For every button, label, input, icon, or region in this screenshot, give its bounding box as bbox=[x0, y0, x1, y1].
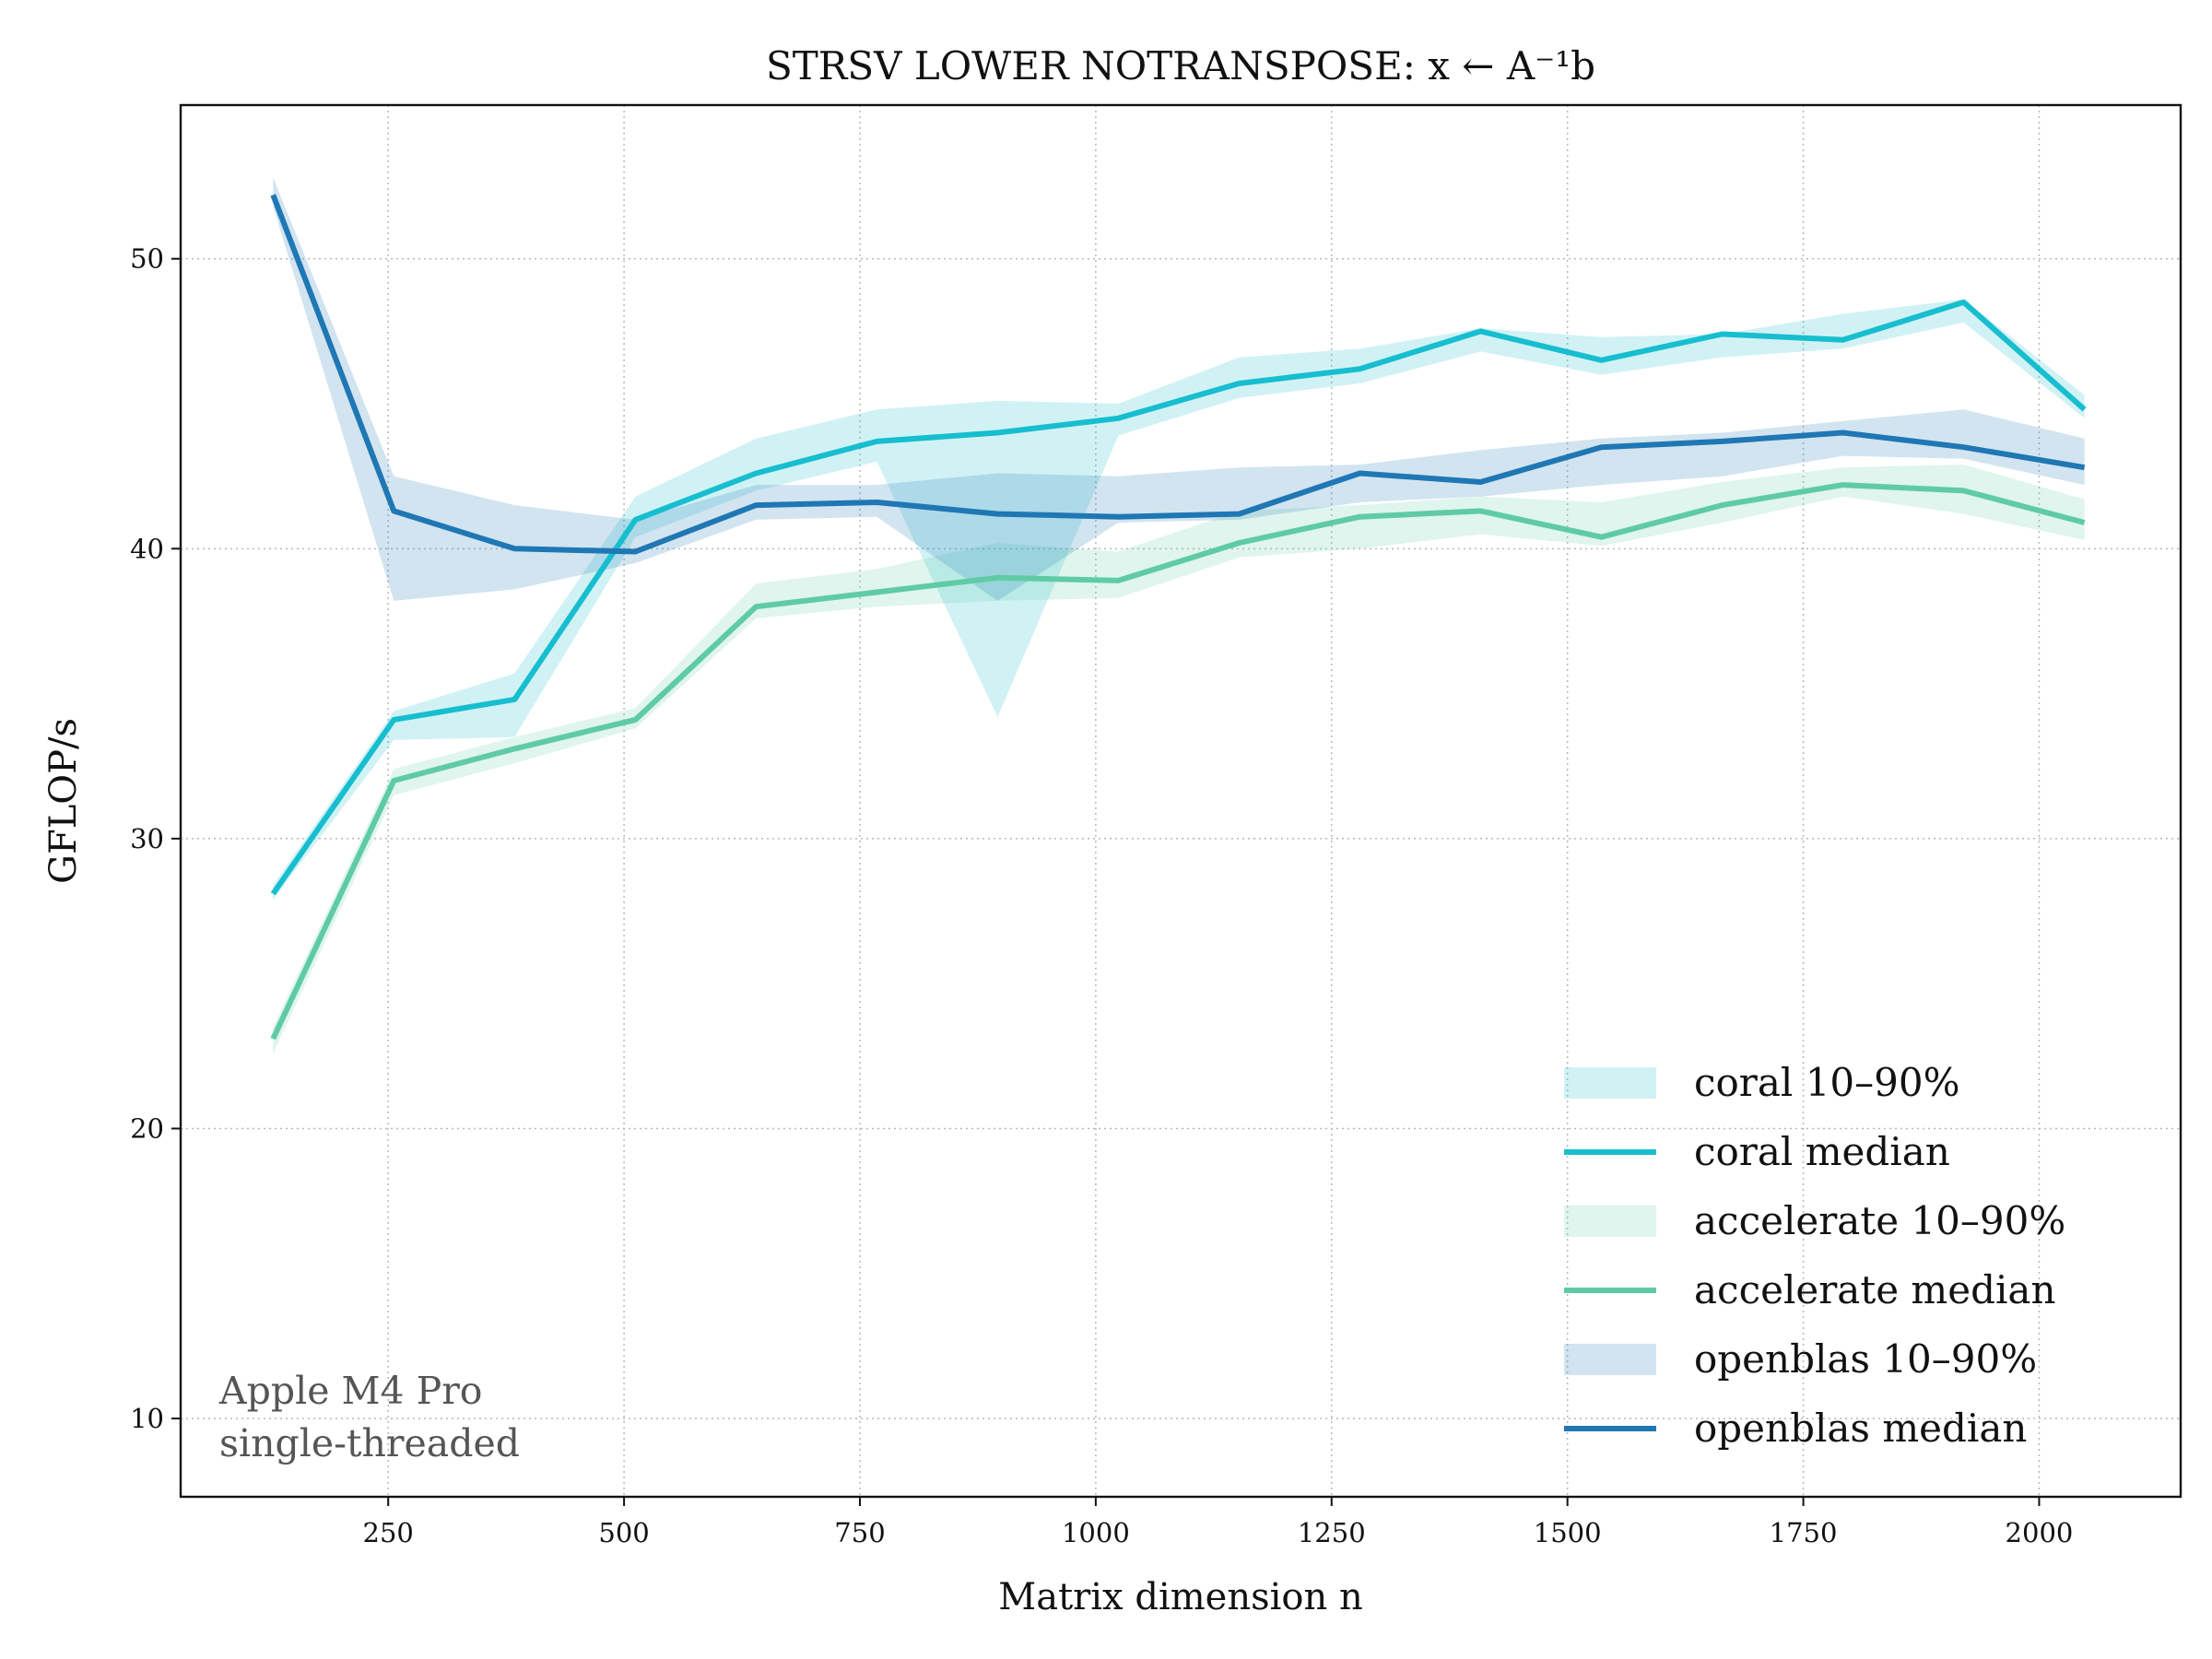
openblas-band-legend-label: openblas 10–90% bbox=[1694, 1336, 2037, 1382]
coral-median-legend-label: coral median bbox=[1694, 1129, 1950, 1174]
x-tick-label: 250 bbox=[363, 1517, 414, 1548]
annotation-chip: Apple M4 Pro bbox=[218, 1369, 482, 1413]
openblas-band bbox=[273, 177, 2085, 601]
percentile-bands bbox=[273, 177, 2085, 1053]
y-axis-ticks: 10 20 30 40 50 bbox=[130, 243, 181, 1434]
accelerate-band-legend-label: accelerate 10–90% bbox=[1694, 1198, 2065, 1243]
y-axis-label: GFLOP/s bbox=[42, 718, 85, 884]
y-tick-label: 40 bbox=[130, 533, 164, 564]
annotation-threading: single-threaded bbox=[219, 1421, 520, 1465]
y-tick-label: 20 bbox=[130, 1112, 164, 1144]
y-tick-label: 50 bbox=[130, 243, 164, 275]
openblas-band-swatch bbox=[1564, 1344, 1656, 1375]
accelerate-median-legend-label: accelerate median bbox=[1694, 1267, 2056, 1312]
x-tick-label: 750 bbox=[834, 1517, 885, 1548]
x-axis-ticks: 250 500 750 1000 1250 1500 1750 2000 bbox=[363, 1497, 2074, 1548]
legend: coral 10–90% coral median accelerate 10–90… bbox=[1564, 1060, 2065, 1451]
y-tick-label: 30 bbox=[130, 823, 164, 854]
y-tick-label: 10 bbox=[130, 1403, 164, 1434]
x-tick-label: 1000 bbox=[1062, 1517, 1130, 1548]
chart-title: STRSV LOWER NOTRANSPOSE: x ← A⁻¹b bbox=[766, 43, 1595, 88]
accelerate-median-line bbox=[270, 482, 2086, 1041]
median-lines bbox=[270, 194, 2087, 1041]
plot-frame bbox=[179, 103, 2183, 1499]
x-tick-label: 500 bbox=[598, 1517, 649, 1548]
accelerate-band-swatch bbox=[1564, 1206, 1656, 1237]
coral-median-line bbox=[270, 299, 2087, 896]
coral-band-swatch bbox=[1564, 1067, 1656, 1099]
openblas-median-legend-label: openblas median bbox=[1694, 1406, 2027, 1451]
x-tick-label: 1750 bbox=[1770, 1517, 1838, 1548]
x-tick-label: 2000 bbox=[2006, 1517, 2074, 1548]
x-axis-label: Matrix dimension n bbox=[998, 1576, 1362, 1618]
coral-band-legend-label: coral 10–90% bbox=[1694, 1060, 1960, 1105]
openblas-median-line bbox=[270, 194, 2086, 555]
x-tick-label: 1250 bbox=[1298, 1517, 1366, 1548]
x-tick-label: 1500 bbox=[1534, 1517, 1602, 1548]
